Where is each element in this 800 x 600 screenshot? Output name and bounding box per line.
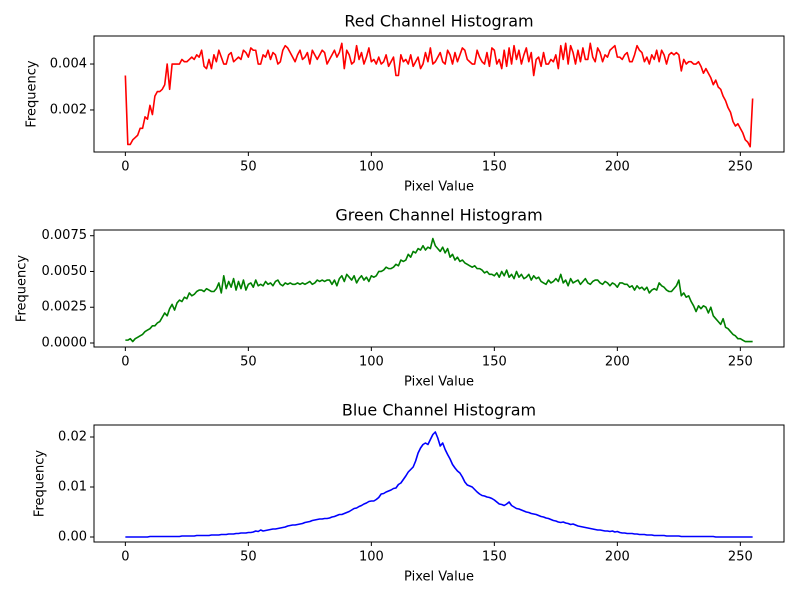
y-tick-label: 0.004 [50,57,87,72]
x-axis-label: Pixel Value [404,570,474,585]
x-tick-label: 0 [121,550,129,565]
y-tick-label: 0.002 [50,102,87,117]
y-axis-label: Frequency [33,450,48,517]
x-tick-label: 200 [605,355,630,370]
histogram-line [125,431,753,538]
x-tick-label: 100 [359,550,384,565]
axes-frame [93,35,785,153]
x-tick-label: 50 [240,550,257,565]
x-axis-label: Pixel Value [404,180,474,195]
x-tick-label: 0 [121,160,129,175]
chart-title: Red Channel Histogram [344,12,533,31]
axes-frame [93,229,785,348]
x-tick-label: 150 [482,355,507,370]
y-tick-label: 0.00 [58,530,87,545]
y-tick-label: 0.02 [58,430,87,445]
x-tick-label: 100 [359,355,384,370]
x-axis-label: Pixel Value [404,375,474,390]
x-tick-label: 250 [728,550,753,565]
x-tick-label: 250 [728,355,753,370]
histogram-line [124,42,754,148]
y-tick-label: 0.0075 [42,228,88,243]
y-axis-label: Frequency [25,60,40,127]
axes-frame [93,424,785,543]
y-tick-label: 0.0000 [42,335,88,350]
x-tick-label: 150 [482,160,507,175]
x-tick-label: 250 [728,160,753,175]
x-tick-label: 50 [240,160,257,175]
y-axis-label: Frequency [15,255,30,322]
x-tick-label: 0 [121,355,129,370]
y-tick-label: 0.0050 [42,264,88,279]
histogram-line [125,237,753,343]
x-tick-label: 50 [240,355,257,370]
x-tick-label: 100 [359,160,384,175]
chart-title: Blue Channel Histogram [342,401,536,420]
chart-title: Green Channel Histogram [335,206,542,225]
x-tick-label: 150 [482,550,507,565]
y-tick-label: 0.0025 [42,300,88,315]
y-tick-label: 0.01 [58,480,87,495]
x-tick-label: 200 [605,550,630,565]
x-tick-label: 200 [605,160,630,175]
